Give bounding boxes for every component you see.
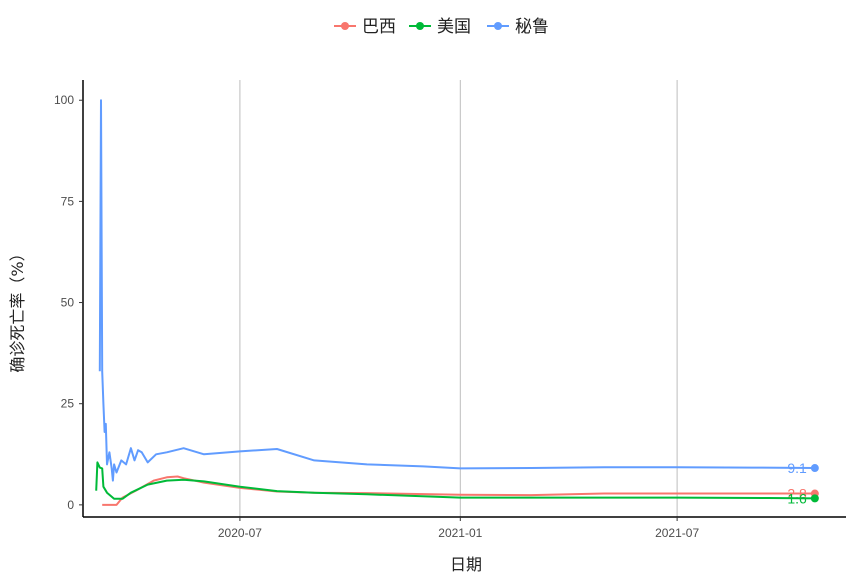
legend-point [341,22,349,30]
legend-label: 秘鲁 [515,17,549,37]
y-tick-label: 25 [61,397,75,411]
x-tick-label: 2021-07 [655,526,699,540]
series-end-point-1 [810,494,819,503]
legend-label: 美国 [437,17,471,37]
gridlines [239,80,678,517]
legend-point [494,22,502,30]
x-ticks: 2020-07 2021-01 2021-07 [218,517,699,540]
y-tick-label: 50 [61,296,75,310]
y-tick-label: 0 [67,498,74,512]
x-tick-label: 2021-01 [438,526,482,540]
series-line-0 [102,475,815,506]
legend-item-1: 美国 [409,17,471,37]
series-end-label-2: 9.1 [787,460,807,476]
legend-item-2: 秘鲁 [487,17,549,37]
legend-item-0: 巴西 [334,17,396,37]
legend: 巴西 美国 秘鲁 [334,17,549,37]
y-ticks: 0 25 50 75 100 [54,93,83,512]
series-end-label-1: 1.6 [787,490,807,506]
y-tick-label: 100 [54,93,74,107]
x-tick-label: 2020-07 [218,526,262,540]
series-line-2 [98,99,815,482]
series-end-point-2 [810,464,819,473]
x-axis-title: 日期 [450,555,482,574]
y-tick-label: 75 [61,194,75,208]
series-layer: 2.81.69.1 [95,99,819,506]
legend-label: 巴西 [362,17,396,37]
series-line-1 [95,461,815,500]
legend-point [416,22,424,30]
y-axis-title: 确诊死亡率（%） [8,245,27,372]
